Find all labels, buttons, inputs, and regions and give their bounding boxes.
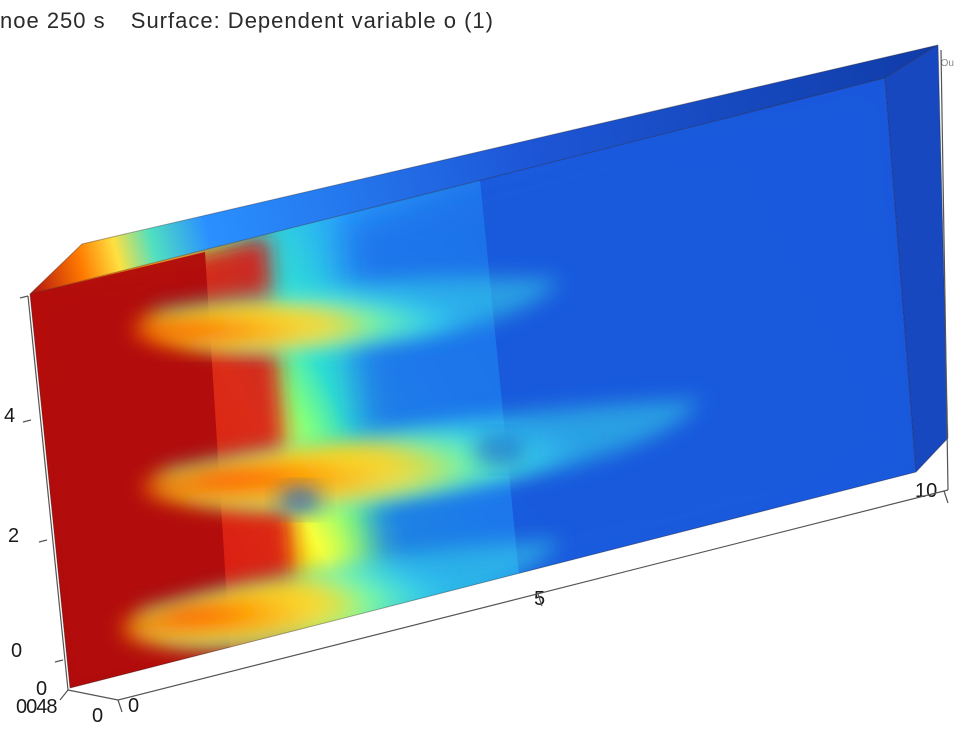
surface-plot	[0, 0, 960, 750]
